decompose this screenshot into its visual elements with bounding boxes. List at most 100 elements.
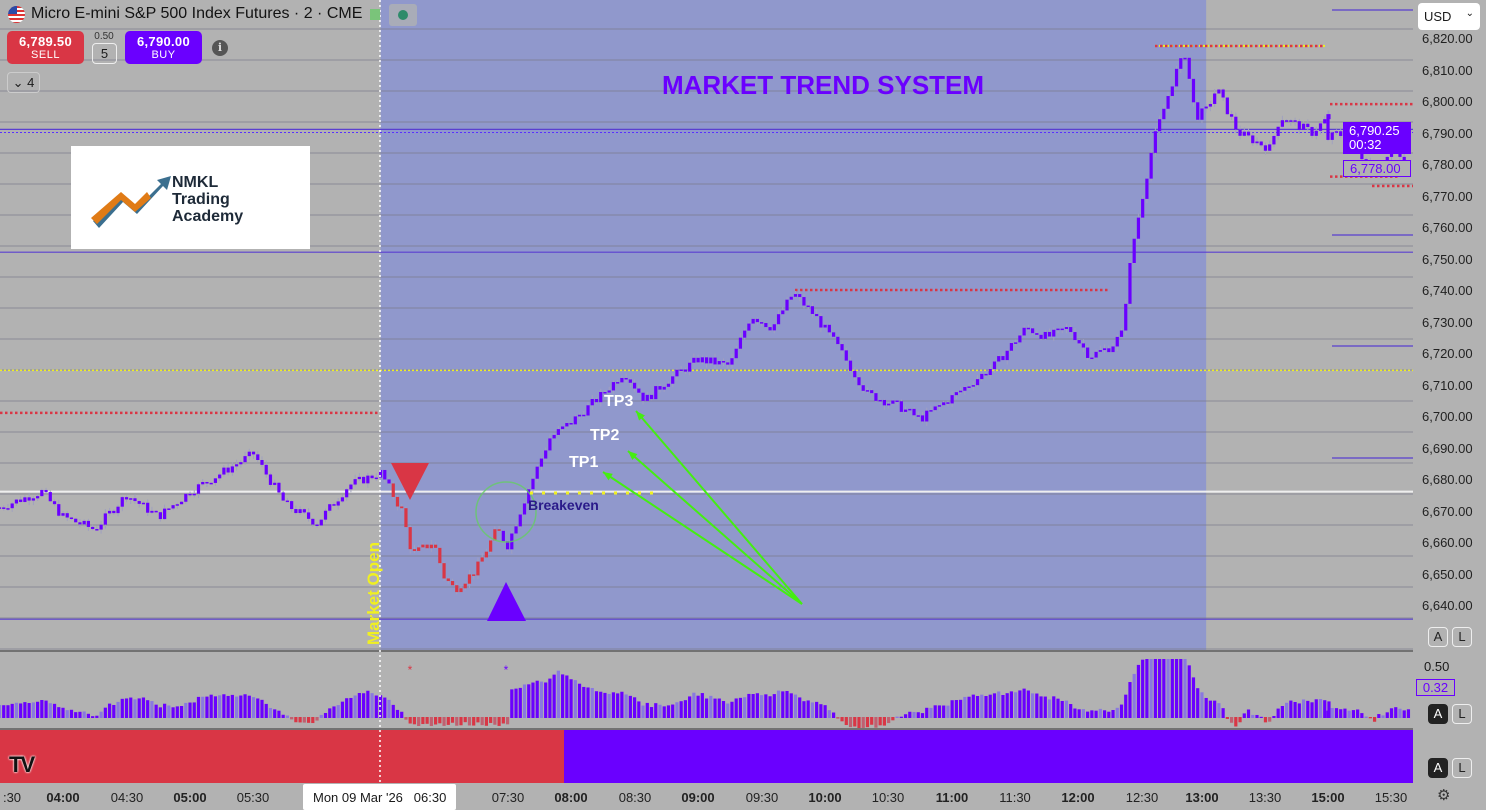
price-tick-label: 6,820.00 (1422, 31, 1473, 46)
oscillator-bar (1069, 704, 1073, 718)
price-tick-label: 6,760.00 (1422, 220, 1473, 235)
target-arrow (602, 471, 803, 605)
oscillator-bar (582, 686, 586, 718)
oscillator-bar (887, 717, 891, 724)
oscillator-bar (874, 717, 878, 728)
oscillator-bar (10, 703, 14, 718)
oscillator-bar (391, 704, 395, 718)
candle (69, 517, 74, 520)
candle (167, 508, 171, 510)
candle (311, 518, 315, 525)
candle (844, 350, 848, 361)
settings-gear-icon[interactable]: ⚙ (1437, 787, 1451, 804)
oscillator-bar (607, 693, 611, 718)
tp1-label: TP1 (569, 454, 599, 471)
sell-button[interactable]: 6,789.50 SELL (7, 31, 84, 64)
oscillator-bar (671, 704, 675, 718)
osc-log-scale-button[interactable]: L (1452, 704, 1472, 724)
oscillator-bar (658, 704, 662, 718)
indicators-toggle[interactable]: ⌄ 4 (7, 72, 40, 93)
candle (1119, 330, 1124, 337)
logo-line3: Academy (172, 208, 244, 225)
oscillator-bar (1301, 699, 1306, 718)
candle (641, 392, 645, 401)
oscillator-bar (760, 695, 764, 718)
time-tick-label: 04:00 (46, 790, 80, 805)
candle (1174, 68, 1179, 87)
arrowhead-icon (628, 451, 638, 461)
candle (1026, 327, 1030, 330)
candle (569, 423, 573, 425)
buy-button[interactable]: 6,790.00 BUY (125, 31, 202, 64)
tradingview-logo[interactable]: TV (9, 752, 35, 777)
candle (1268, 144, 1272, 151)
oscillator-bar (1208, 700, 1213, 718)
oscillator-bar (268, 707, 273, 718)
candle (150, 510, 154, 513)
oscillator-bar (1381, 715, 1385, 718)
candle (654, 386, 658, 400)
price-tick-label: 6,730.00 (1422, 314, 1473, 330)
symbol-title[interactable]: Micro E-mini S&P 500 Index Futures · 2 ·… (8, 5, 362, 23)
candle (357, 476, 361, 480)
candle (472, 574, 476, 576)
oscillator-bar (366, 690, 370, 718)
oscillator-bar (1327, 701, 1331, 718)
time-tick-label: 12:30 (1125, 790, 1159, 805)
oscillator-bar (264, 703, 268, 718)
info-icon[interactable]: i (212, 40, 228, 56)
osc-auto-scale-button[interactable]: A (1428, 704, 1448, 724)
currency-select[interactable]: USD ⌄ (1418, 3, 1480, 30)
candle (247, 451, 251, 457)
buy-signal-triangle (487, 582, 526, 621)
candle (874, 393, 878, 401)
price-tick-label: 6,770.00 (1422, 188, 1473, 204)
oscillator-bar (0, 705, 2, 718)
oscillator-bar (103, 707, 107, 718)
oscillator-bar (273, 709, 277, 718)
candle (522, 503, 527, 515)
replay-status-button[interactable] (389, 4, 417, 26)
candle (937, 405, 942, 407)
candle (230, 466, 234, 473)
candle (256, 454, 260, 461)
oscillator-bar (853, 717, 857, 727)
oscillator-bar (971, 694, 975, 718)
oscillator-bar (819, 704, 823, 718)
candle (412, 549, 417, 551)
band-auto-scale-button[interactable]: A (1428, 758, 1448, 778)
candle (836, 336, 840, 345)
oscillator-bar (1242, 713, 1246, 718)
quantity-input[interactable]: 5 (92, 43, 117, 64)
candle (518, 514, 522, 527)
logo-arrow-icon (91, 176, 171, 228)
oscillator-bar (946, 705, 950, 718)
oscillator-bar (1035, 693, 1039, 718)
candle (734, 348, 738, 359)
candle (637, 388, 641, 393)
nmkl-logo: NMKL Trading Academy (71, 146, 310, 249)
log-scale-button[interactable]: L (1452, 627, 1472, 647)
oscillator-bar (230, 694, 234, 718)
candle (1289, 120, 1293, 122)
oscillator-bar (1402, 710, 1406, 718)
candle (1009, 343, 1014, 351)
auto-scale-button[interactable]: A (1428, 627, 1448, 647)
oscillator-bar (1179, 659, 1183, 718)
oscillator-bar (404, 717, 408, 720)
candle (260, 460, 264, 465)
price-tick-label: 6,710.00 (1422, 377, 1473, 393)
band-log-scale-button[interactable]: L (1452, 758, 1472, 778)
current-price: 6,790.25 (1349, 123, 1400, 138)
oscillator-bar (332, 706, 336, 718)
candle (205, 481, 209, 484)
oscillator-bar (1009, 691, 1014, 718)
candle (920, 415, 925, 422)
oscillator-bar (315, 717, 319, 721)
time-tick-label: 07:30 (491, 790, 525, 805)
oscillator-bar (1326, 710, 1330, 718)
sell-signal-star: * (408, 663, 413, 677)
oscillator-bar (501, 717, 505, 724)
candle (218, 474, 222, 479)
